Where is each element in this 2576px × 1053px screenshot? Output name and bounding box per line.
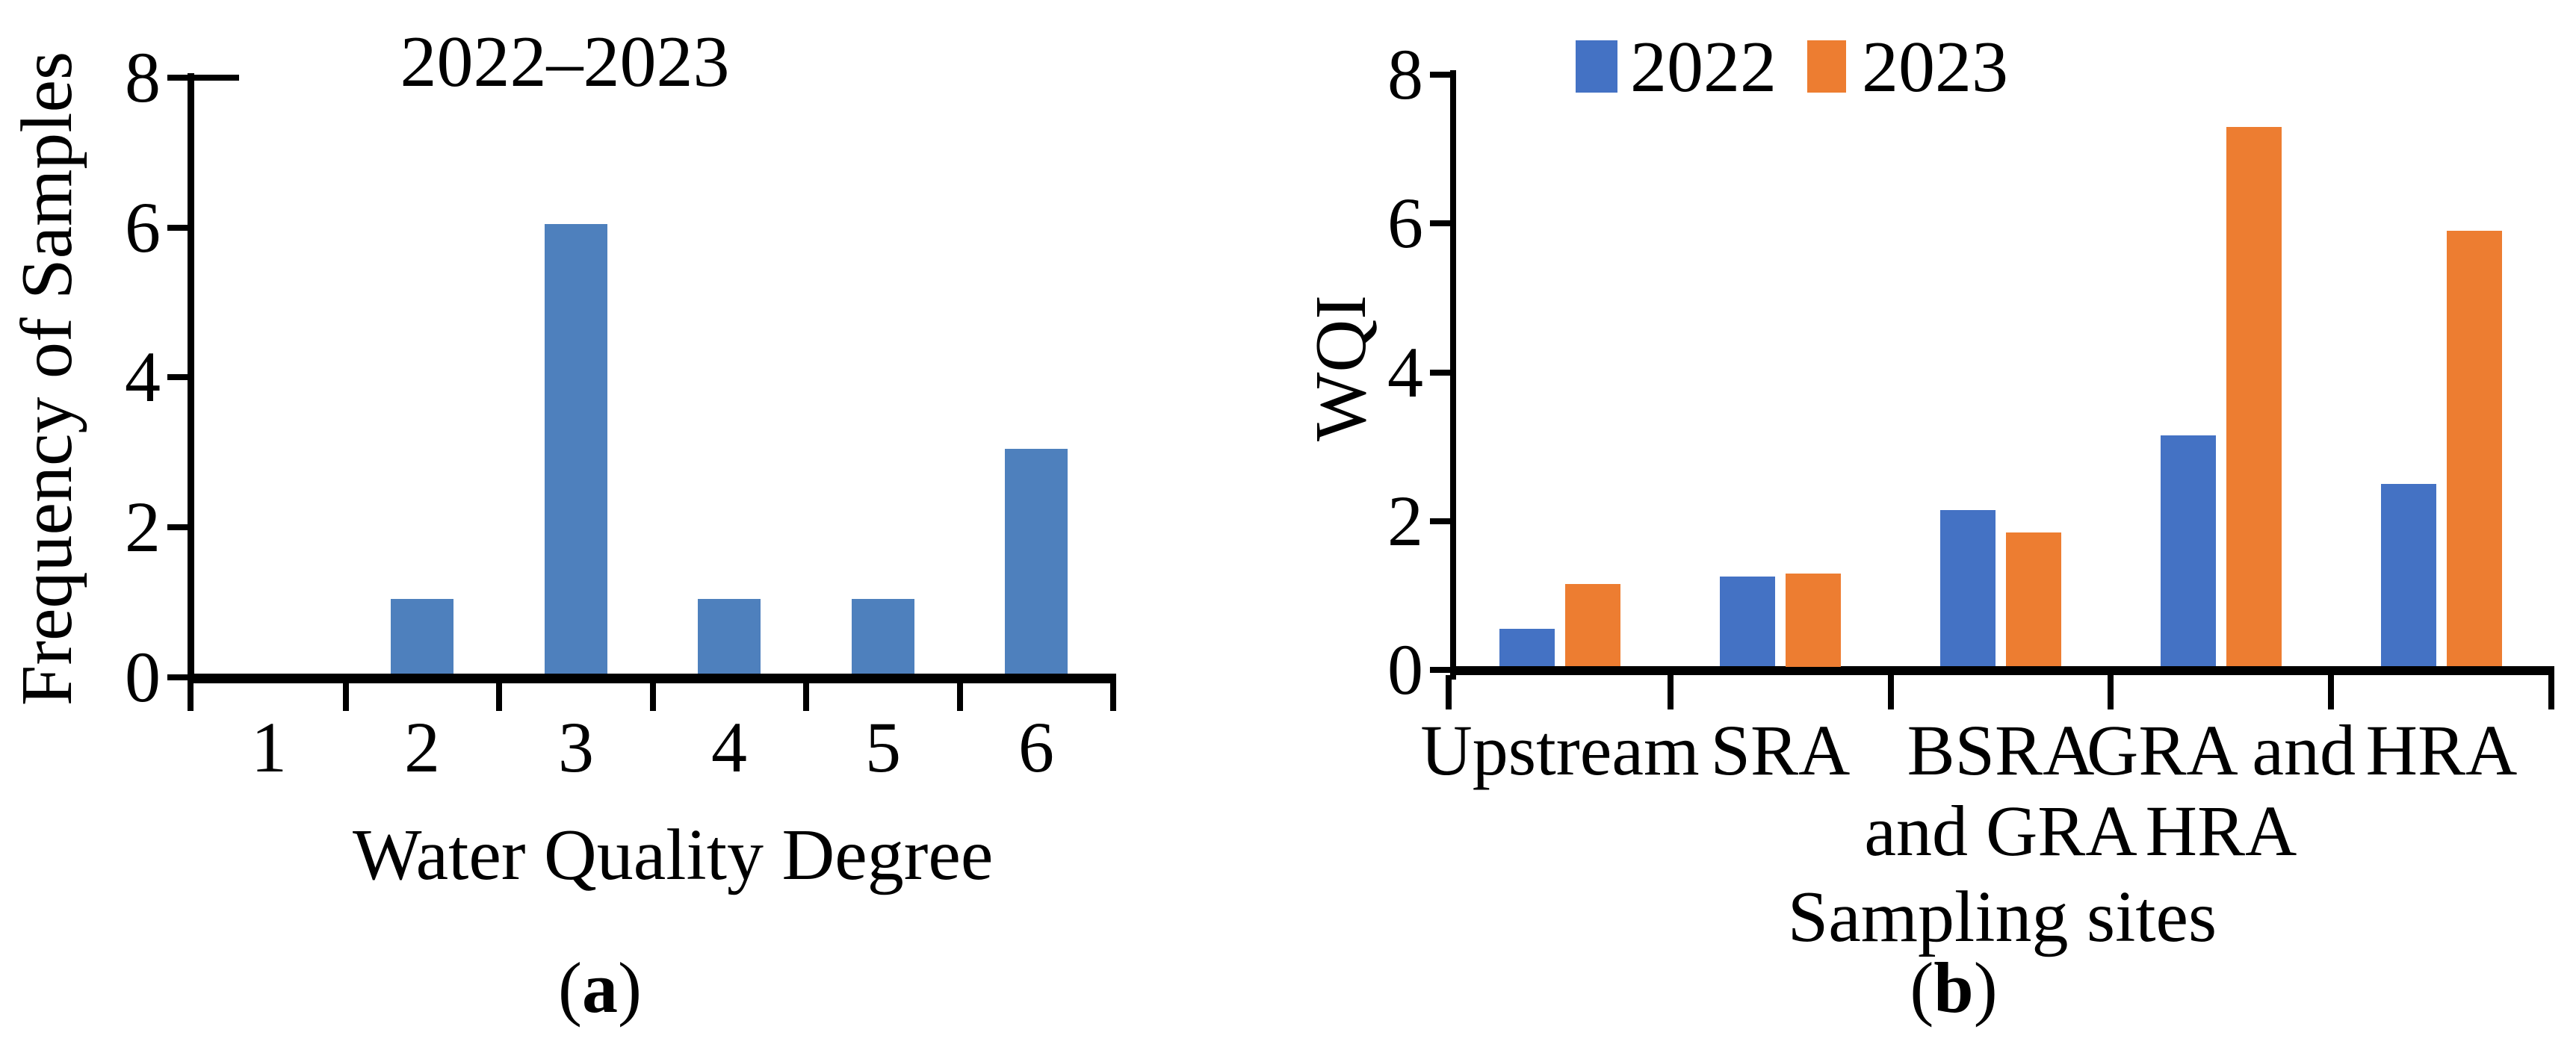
panel-a-ytick-label-4: 4	[125, 337, 161, 417]
panel-a-xtick-5	[957, 683, 963, 711]
panel-a-xtick-label-2: 2	[404, 707, 440, 787]
panel-a-bar-3	[545, 224, 607, 674]
panel-a-bar-5	[852, 599, 914, 674]
panel-b-y-axis-line	[1450, 70, 1456, 680]
panel-a-ytick-0	[167, 674, 188, 680]
panel-a-ytick-2	[167, 524, 188, 530]
panel-a-ytick-8	[167, 75, 239, 81]
panel-a-xtick-label-6: 6	[1018, 707, 1054, 787]
panel-a-ytick-label-8: 8	[125, 37, 161, 117]
panel-b-bar-2023-0	[1565, 584, 1620, 666]
panel-b-xtick-label-line1-4: HRA	[2365, 710, 2518, 790]
panel-a-xtick-1	[343, 683, 349, 711]
panel-b-xtick-label-line2-3: HRA	[2145, 791, 2297, 871]
panel-a-caption-open: (	[558, 948, 582, 1028]
panel-b-xtick-1	[1668, 675, 1674, 709]
panel-b-ytick-4	[1430, 370, 1451, 376]
panel-b-bar-2023-1	[1786, 574, 1841, 667]
panel-b-ytick-label-4: 4	[1387, 332, 1423, 412]
panel-b-bar-2023-4	[2447, 231, 2502, 666]
panel-b-xtick-label-line1-2: BSRA	[1907, 710, 2095, 790]
panel-b-ytick-8	[1430, 72, 1451, 78]
panel-a-xtick-label-3: 3	[558, 707, 594, 787]
panel-b-x-axis-label: Sampling sites	[1787, 877, 2217, 957]
panel-a-bar-2	[391, 599, 453, 674]
panel-b-ytick-0	[1430, 667, 1451, 673]
panel-b-bar-2023-2	[2006, 532, 2061, 666]
panel-a-caption: (a)	[488, 947, 712, 1029]
panel-b-xtick-2	[1888, 675, 1894, 709]
panel-b-ytick-label-8: 8	[1387, 34, 1423, 114]
panel-b: 2022 2023 WQI 0 2 4 6 8 Upstream SRA BSRA and GR…	[1288, 0, 2576, 1053]
panel-b-ytick-label-2: 2	[1387, 481, 1423, 561]
legend-label-2022: 2022	[1630, 27, 1777, 108]
panel-a-title: 2022–2023	[400, 22, 730, 102]
legend-label-2023: 2023	[1862, 27, 2008, 108]
panel-a-xtick-2	[496, 683, 502, 711]
panel-b-ytick-6	[1430, 220, 1451, 226]
panel-a-y-axis-line	[188, 73, 194, 683]
panel-a-bar-6	[1005, 449, 1068, 674]
panel-a-xtick-label-1: 1	[251, 707, 287, 787]
panel-a-xtick-label-5: 5	[865, 707, 901, 787]
panel-a-ytick-4	[167, 374, 188, 380]
panel-b-bar-2022-4	[2381, 484, 2436, 666]
panel-b-caption: (b)	[1842, 947, 2066, 1029]
panel-a-caption-close: )	[618, 948, 642, 1028]
panel-b-xtick-label-line2-2: and GRA	[1864, 791, 2137, 871]
panel-b-caption-open: (	[1910, 948, 1934, 1028]
panel-b-xtick-5	[2548, 675, 2554, 709]
legend-swatch-2023	[1807, 40, 1846, 93]
panel-a-xtick-3	[650, 683, 656, 711]
panel-a-xtick-0	[188, 683, 193, 711]
panel-b-bar-2023-3	[2226, 127, 2282, 666]
legend-swatch-2022	[1576, 40, 1617, 93]
panel-b-ytick-label-6: 6	[1387, 183, 1423, 263]
panel-a-xtick-6	[1110, 683, 1116, 711]
panel-a-x-axis-line	[188, 674, 1116, 683]
panel-a-x-axis-label: Water Quality Degree	[353, 815, 994, 895]
panel-b-bar-2022-0	[1499, 629, 1555, 666]
panel-b-ytick-2	[1430, 518, 1451, 524]
panel-a-ytick-label-0: 0	[125, 637, 161, 717]
panel-a-caption-letter: a	[582, 948, 618, 1028]
panel-b-x-axis-line	[1450, 666, 2554, 675]
panel-b-ytick-label-0: 0	[1387, 630, 1423, 709]
panel-b-caption-letter: b	[1933, 948, 1974, 1028]
panel-a-ytick-label-2: 2	[125, 487, 161, 567]
panel-b-bar-2022-3	[2161, 435, 2216, 666]
panel-b-xtick-label-line1-0: Upstream	[1420, 710, 1700, 790]
panel-b-bar-2022-1	[1720, 577, 1775, 666]
panel-b-xtick-4	[2328, 675, 2334, 709]
panel-a-ytick-label-6: 6	[125, 187, 161, 267]
panel-a-bar-4	[698, 599, 761, 674]
panel-b-bar-2022-2	[1940, 510, 1996, 666]
panel-b-xtick-0	[1446, 675, 1452, 709]
panel-b-caption-close: )	[1973, 948, 1998, 1028]
panel-b-xtick-3	[2108, 675, 2114, 709]
panel-b-xtick-label-line1-1: SRA	[1710, 710, 1851, 790]
panel-a-ytick-6	[167, 225, 188, 231]
panel-b-xtick-label-line1-3: GRA and	[2087, 710, 2356, 790]
panel-a-xtick-4	[803, 683, 809, 711]
panel-a-xtick-label-4: 4	[711, 707, 747, 787]
